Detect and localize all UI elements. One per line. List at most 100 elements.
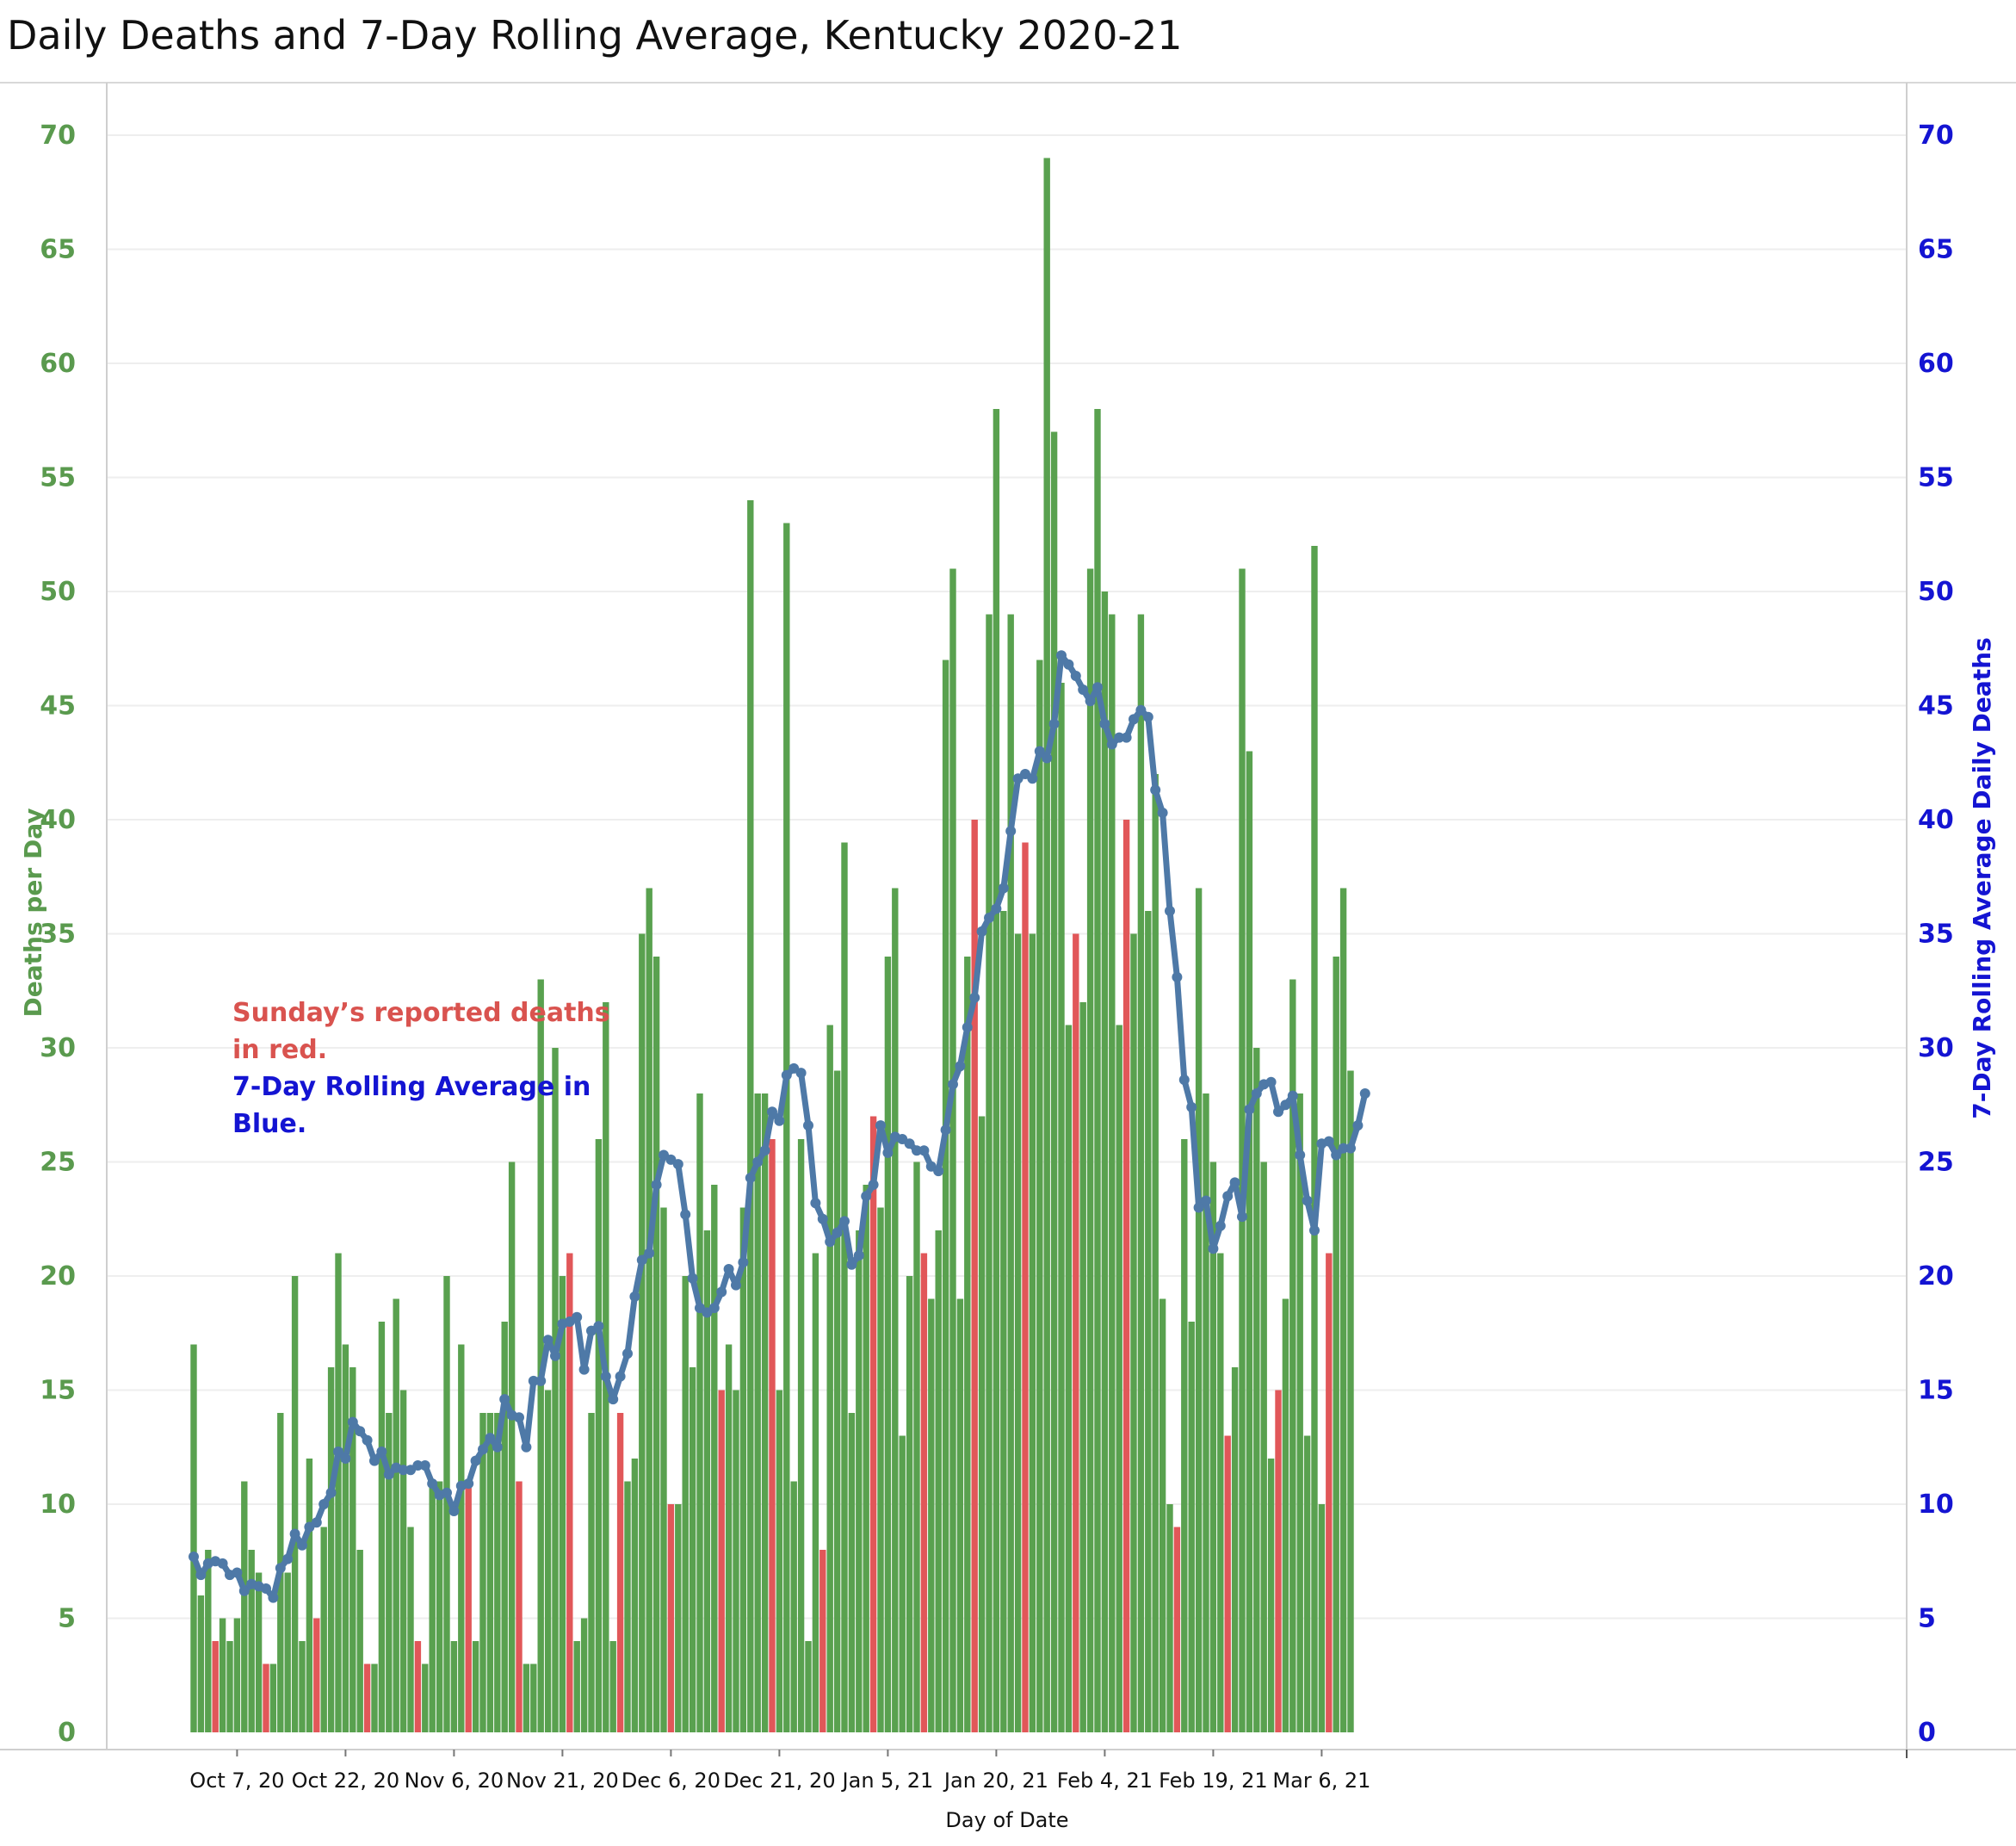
sunday-death-bar xyxy=(1275,1390,1282,1732)
daily-death-bar xyxy=(327,1367,335,1732)
rolling-average-point xyxy=(463,1478,474,1490)
sunday-death-bar xyxy=(971,820,978,1732)
daily-death-bar xyxy=(436,1481,443,1732)
sunday-death-bar xyxy=(920,1253,928,1732)
right-tick-label: 10 xyxy=(1918,1490,1954,1520)
daily-death-bar xyxy=(863,1185,869,1732)
sunday-death-bar xyxy=(516,1481,523,1732)
daily-death-bar xyxy=(675,1504,682,1732)
daily-death-bar xyxy=(631,1459,639,1732)
rolling-average-point xyxy=(275,1563,286,1574)
x-tick-label: Nov 21, 20 xyxy=(506,1769,619,1793)
rolling-average-point xyxy=(759,1145,770,1156)
rolling-average-point xyxy=(550,1350,560,1361)
right-axis-ticks: 0 5 10 15 20 25 30 35 40 45 50 55 60 65 70 xyxy=(1918,121,1954,1748)
left-tick-label: 45 xyxy=(40,691,76,722)
annotation-blue-line-1: 7-Day Rolling Average in xyxy=(232,1072,591,1102)
daily-death-bar xyxy=(1152,774,1159,1732)
daily-death-bar xyxy=(797,1139,805,1732)
daily-death-bar xyxy=(1246,751,1253,1732)
rolling-average-point xyxy=(846,1259,857,1270)
rolling-average-point xyxy=(940,1124,951,1136)
daily-death-bar xyxy=(349,1367,356,1732)
daily-death-bar xyxy=(269,1663,277,1732)
daily-death-bar xyxy=(1109,614,1116,1732)
rolling-average-point xyxy=(1005,826,1017,837)
sunday-death-bar xyxy=(566,1253,573,1732)
daily-death-bar xyxy=(233,1618,241,1732)
daily-death-bar xyxy=(306,1459,313,1732)
rolling-average-point xyxy=(875,1120,886,1131)
left-axis-ticks: 0 5 10 15 20 25 30 35 40 45 50 55 60 65 70 xyxy=(40,121,76,1748)
sunday-death-bar xyxy=(1173,1527,1181,1732)
daily-death-bar xyxy=(1086,568,1094,1732)
left-tick-label: 65 xyxy=(40,235,76,265)
rolling-average-point xyxy=(419,1459,430,1471)
rolling-average-point xyxy=(962,1022,973,1033)
rolling-average-point xyxy=(745,1173,756,1184)
sunday-death-bar xyxy=(718,1390,725,1732)
rolling-average-point xyxy=(1280,1100,1291,1111)
rolling-average-point xyxy=(853,1250,864,1261)
daily-death-bar xyxy=(913,1161,920,1732)
daily-death-bar xyxy=(725,1344,733,1732)
daily-death-bar xyxy=(1181,1139,1188,1732)
daily-death-bar xyxy=(892,888,899,1732)
daily-death-bar xyxy=(1036,660,1043,1732)
rolling-average-point xyxy=(1331,1149,1342,1161)
daily-death-bar xyxy=(935,1230,942,1732)
daily-death-bar xyxy=(906,1276,913,1732)
sunday-death-bar xyxy=(869,1116,877,1732)
right-tick-label: 70 xyxy=(1918,121,1954,151)
sunday-death-bar xyxy=(263,1663,269,1732)
daily-death-bar xyxy=(1065,1025,1073,1732)
rolling-average-point xyxy=(723,1264,734,1275)
left-tick-label: 60 xyxy=(40,349,76,379)
left-tick-label: 25 xyxy=(40,1148,76,1178)
daily-death-bar xyxy=(1209,1161,1217,1732)
daily-death-bar xyxy=(1145,911,1152,1732)
left-tick-label: 35 xyxy=(40,920,76,950)
sunday-death-bar xyxy=(1022,842,1029,1732)
rolling-average-point xyxy=(629,1291,640,1302)
left-tick-label: 15 xyxy=(40,1376,76,1406)
rolling-average-point xyxy=(578,1364,590,1375)
daily-death-bar xyxy=(1282,1298,1289,1732)
rolling-average-point xyxy=(1070,671,1081,682)
rolling-average-point xyxy=(803,1120,813,1131)
rolling-average-point xyxy=(1048,718,1060,729)
sunday-death-bar xyxy=(212,1641,219,1732)
daily-death-bar xyxy=(812,1253,819,1732)
daily-death-bar xyxy=(1339,888,1347,1732)
rolling-average-point xyxy=(1222,1191,1234,1202)
daily-death-bar xyxy=(537,979,544,1732)
rolling-average-point xyxy=(708,1303,720,1314)
rolling-average-point xyxy=(542,1335,553,1346)
daily-death-bar xyxy=(407,1527,414,1732)
rolling-average-point xyxy=(355,1426,366,1437)
left-tick-label: 30 xyxy=(40,1033,76,1063)
daily-death-bar xyxy=(928,1298,935,1732)
right-tick-label: 55 xyxy=(1918,463,1954,493)
daily-death-bar xyxy=(472,1641,479,1732)
daily-death-bar xyxy=(949,568,956,1732)
daily-death-bar xyxy=(1101,592,1109,1732)
rolling-average-point xyxy=(882,1147,894,1158)
daily-death-bar xyxy=(609,1641,616,1732)
daily-death-bar xyxy=(1347,1070,1354,1732)
daily-death-bar xyxy=(523,1663,530,1732)
daily-death-bar xyxy=(342,1344,349,1732)
daily-death-bar xyxy=(1043,158,1050,1732)
daily-death-bar xyxy=(848,1413,856,1732)
rolling-average-point xyxy=(325,1487,337,1498)
rolling-average-point xyxy=(1208,1243,1219,1254)
daily-death-bar xyxy=(1130,933,1137,1732)
rolling-average-point xyxy=(1309,1225,1320,1236)
rolling-average-point xyxy=(1201,1195,1211,1206)
rolling-average-point xyxy=(1186,1101,1197,1112)
rolling-average-point xyxy=(795,1068,807,1079)
rolling-average-point xyxy=(333,1446,343,1458)
daily-death-bar xyxy=(1000,911,1007,1732)
rolling-average-point xyxy=(969,992,980,1003)
